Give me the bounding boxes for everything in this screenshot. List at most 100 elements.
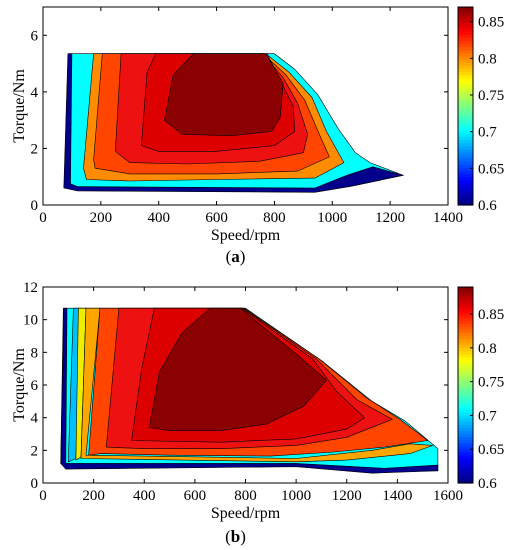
x-tick-label: 1400: [433, 210, 463, 226]
x-tick-label: 400: [147, 210, 170, 226]
colorbar-segment: [458, 10, 473, 14]
colorbar-frame: [457, 6, 474, 206]
colorbar-segment: [458, 183, 473, 188]
x-tick-label: 0: [39, 488, 47, 504]
colorbar-segment: [458, 317, 473, 322]
colorbar-segment: [458, 336, 473, 340]
colorbar-segment: [458, 461, 473, 466]
colorbar-segment: [458, 406, 473, 411]
colorbar-segment: [458, 329, 473, 334]
colorbar-segment: [458, 93, 473, 98]
colorbar-segment: [458, 437, 473, 441]
colorbar-segment: [458, 177, 473, 181]
y-tick-label: 6: [31, 28, 39, 44]
colorbar-segment: [458, 332, 473, 337]
colorbar-segment: [458, 31, 473, 36]
colorbar-segment: [458, 143, 473, 147]
colorbar-segment: [458, 385, 473, 389]
colorbar-segment: [458, 106, 473, 110]
x-tick-label: 1000: [317, 210, 347, 226]
colorbar-segment: [458, 369, 473, 374]
figure-caption: (b): [225, 527, 246, 546]
colorbar-segment: [458, 360, 473, 365]
colorbar-segment: [458, 296, 473, 300]
colorbar-segment: [458, 16, 473, 20]
colorbar-segment: [458, 99, 473, 104]
colorbar-segment: [458, 121, 473, 126]
colorbar-segment: [458, 96, 473, 101]
colorbar-segment: [458, 293, 473, 297]
colorbar-segment: [458, 127, 473, 132]
colorbar-segment: [458, 345, 473, 349]
colorbar-frame: [457, 286, 474, 484]
colorbar-segment: [458, 366, 473, 371]
colorbar-segment: [458, 136, 473, 141]
caption-letter: b: [231, 527, 240, 546]
x-tick-label: 1200: [375, 210, 405, 226]
colorbar-segment: [458, 290, 473, 294]
colorbar-segment: [458, 479, 473, 484]
colorbar-segment: [458, 75, 473, 79]
colorbar-segment: [458, 326, 473, 331]
colorbar-segment: [458, 22, 473, 27]
colorbar-tick-label: 0.8: [478, 341, 497, 357]
colorbar-segment: [458, 397, 473, 401]
colorbar-segment: [458, 155, 473, 160]
colorbar-segment: [458, 381, 473, 386]
colorbar-segment: [458, 174, 473, 178]
colorbar-segment: [458, 115, 473, 119]
colorbar-segment: [458, 109, 473, 113]
colorbar-segment: [458, 440, 473, 444]
caption-paren-close: ): [240, 247, 246, 266]
colorbar-segment: [458, 133, 473, 138]
y-tick-label: 0: [31, 198, 39, 214]
colorbar-segment: [458, 424, 473, 429]
x-tick-label: 1200: [332, 488, 362, 504]
colorbar-segment: [458, 473, 473, 478]
chart-b: 0 200 400 600 800 1000 1200 1400 1600 0 2 4 6 8 10 12 Sp…: [11, 280, 504, 546]
x-tick-label: 200: [82, 488, 105, 504]
colorbar-segment: [458, 53, 473, 58]
colorbar-tick-label: 0.7: [478, 408, 497, 424]
x-tick-label: 0: [39, 210, 47, 226]
colorbar-segment: [458, 112, 473, 116]
colorbar-tick-label: 0.85: [478, 307, 504, 323]
colorbar-segment: [458, 19, 473, 24]
colorbar-segment: [458, 430, 473, 435]
y-axis-label: Torque/Nm: [11, 69, 28, 143]
colorbar-segment: [458, 305, 473, 310]
colorbar-segment: [458, 161, 473, 166]
colorbar-segment: [458, 388, 473, 392]
colorbar-tick-label: 0.6: [478, 198, 497, 214]
colorbar-segment: [458, 198, 473, 203]
caption-paren-close: ): [240, 527, 246, 546]
colorbar-segment: [458, 443, 473, 447]
colorbar-segment: [458, 449, 473, 453]
contour-level-1: [63, 53, 404, 193]
colorbar-segment: [458, 302, 473, 306]
colorbar-segment: [458, 378, 473, 383]
colorbar-segment: [458, 314, 473, 319]
colorbar-segment: [458, 470, 473, 475]
x-axis-label: Speed/rpm: [211, 505, 281, 522]
y-tick-label: 6: [31, 378, 39, 394]
colorbar-tick-label: 0.65: [478, 442, 504, 458]
colorbar-segment: [458, 363, 473, 368]
colorbar-segment: [458, 186, 473, 191]
colorbar-segment: [458, 149, 473, 153]
colorbar-segment: [458, 434, 473, 438]
y-tick-label: 2: [31, 443, 39, 459]
colorbar-tick-label: 0.75: [478, 375, 504, 391]
colorbar-segment: [458, 124, 473, 129]
plot-frame: [42, 6, 449, 206]
caption-letter: a: [231, 247, 240, 266]
colorbar-segment: [458, 427, 473, 432]
colorbar-segment: [458, 287, 473, 291]
colorbar-tick-label: 0.85: [478, 15, 504, 31]
colorbar-segment: [458, 152, 473, 157]
caption-paren-open: (: [226, 247, 232, 266]
colorbar-segment: [458, 412, 473, 417]
y-tick-label: 2: [31, 141, 39, 157]
caption-paren-open: (: [225, 527, 231, 546]
